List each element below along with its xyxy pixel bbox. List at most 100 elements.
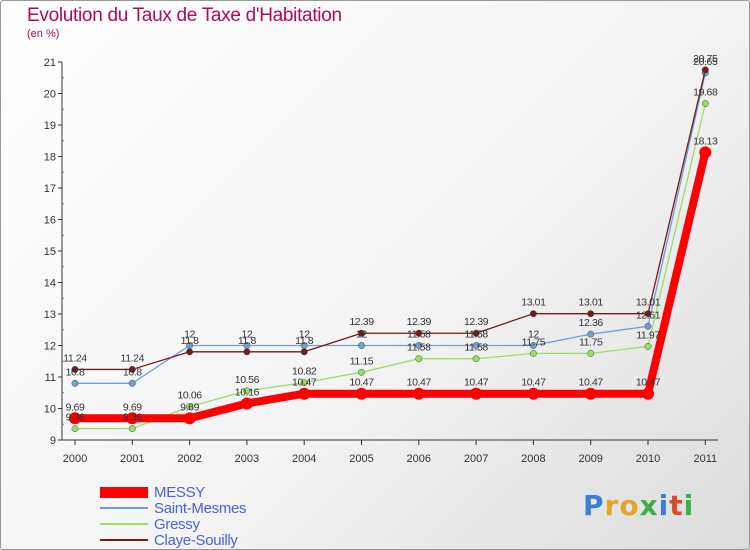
data-point-claye-souilly: [128, 365, 136, 373]
data-label: 11.75: [579, 336, 603, 348]
data-label: 11.58: [407, 342, 431, 354]
logo-letter: i: [658, 489, 670, 522]
x-tick-label: 2011: [693, 453, 717, 465]
data-label: 10.47: [579, 377, 604, 389]
legend-label: Claye-Souilly: [154, 531, 238, 549]
data-label: 13.01: [636, 297, 661, 309]
legend-item-saint-mesmes: Saint-Mesmes: [100, 499, 247, 517]
data-point-messy: [527, 387, 540, 400]
y-tick-label: 16: [44, 215, 56, 227]
data-point-messy: [240, 397, 253, 410]
data-label: 10.82: [292, 366, 317, 378]
logo-letter: x: [639, 489, 659, 522]
data-point-messy: [699, 146, 712, 159]
data-label: 11.8: [295, 335, 314, 347]
data-label: 10.56: [235, 374, 260, 386]
legend-label: Saint-Mesmes: [154, 499, 247, 517]
data-label: 11.24: [121, 352, 145, 364]
data-label: 10.06: [177, 390, 202, 402]
data-point-messy: [69, 412, 81, 425]
logo-letter: i: [683, 489, 695, 522]
data-point-claye-souilly: [472, 329, 480, 337]
data-label: 9.69: [180, 401, 199, 413]
series-line-messy: [75, 151, 710, 423]
data-point-claye-souilly: [701, 66, 709, 74]
y-tick-label: 12: [44, 341, 56, 353]
legend-swatch: [100, 507, 148, 509]
series-line-claye-souilly: [75, 69, 706, 371]
data-point-gressy: [128, 425, 136, 433]
data-label: 9.69: [123, 401, 142, 413]
legend-item-gressy: Gressy: [100, 516, 200, 533]
data-label: 11.15: [350, 355, 374, 367]
data-label: 10.47: [464, 377, 489, 389]
data-point-gressy: [358, 368, 365, 376]
x-tick-label: 2006: [407, 453, 431, 465]
data-label: 11.97: [636, 329, 660, 341]
data-label: 13.01: [521, 297, 546, 309]
data-label: 13.01: [579, 297, 604, 309]
x-tick-label: 2001: [120, 453, 144, 465]
data-label: 19.68: [693, 87, 718, 99]
data-point-gressy: [71, 425, 79, 433]
data-label: 10.47: [292, 377, 317, 389]
data-label: 11.8: [181, 335, 200, 347]
data-label: 9.69: [66, 401, 85, 413]
y-tick-label: 17: [44, 183, 56, 195]
data-point-gressy: [529, 349, 537, 357]
y-tick-label: 10: [44, 404, 56, 416]
data-point-gressy: [186, 403, 194, 411]
data-point-gressy: [587, 349, 595, 357]
data-point-claye-souilly: [186, 348, 194, 356]
data-point-saint-mesmes: [644, 322, 652, 330]
x-tick-label: 2000: [63, 453, 87, 465]
y-tick-label: 15: [44, 246, 56, 258]
data-point-messy: [126, 412, 139, 425]
data-point-gressy: [701, 100, 709, 108]
data-label: 12.61: [636, 309, 661, 321]
legend-label: MESSY: [154, 483, 206, 501]
legend-item-messy: MESSY: [100, 483, 206, 501]
data-point-messy: [412, 387, 425, 400]
data-label: 11.75: [522, 336, 546, 348]
data-label: 12.36: [579, 317, 604, 329]
y-tick-label: 9: [50, 435, 56, 447]
data-point-claye-souilly: [71, 365, 79, 373]
data-label: 12.39: [464, 316, 489, 328]
x-tick-label: 2005: [349, 453, 373, 465]
x-tick-label: 2004: [292, 453, 316, 465]
data-label: 10.47: [349, 377, 374, 389]
data-label: 11.24: [63, 352, 87, 364]
data-label: 12: [241, 329, 252, 341]
y-tick-label: 11: [45, 372, 56, 384]
x-tick-label: 2002: [177, 453, 201, 465]
logo-letter: t: [669, 489, 684, 522]
data-point-claye-souilly: [415, 329, 423, 337]
series-line-saint-mesmes: [75, 72, 706, 384]
legend-item-claye-souilly: Claye-Souilly: [100, 531, 238, 549]
x-tick-label: 2008: [521, 453, 545, 465]
data-label: 11.58: [407, 329, 431, 341]
unit-label: (en %): [27, 28, 60, 40]
data-point-saint-mesmes: [587, 330, 595, 338]
data-point-gressy: [300, 379, 308, 387]
data-label: 11.8: [238, 335, 257, 347]
x-tick-label: 2007: [464, 453, 488, 465]
data-label: 12.39: [407, 316, 432, 328]
data-point-gressy: [243, 387, 251, 395]
data-point-claye-souilly: [300, 348, 308, 356]
series-line-gressy: [75, 103, 706, 430]
data-point-saint-mesmes: [71, 379, 79, 387]
proxiti-logo: Proxiti: [583, 489, 694, 522]
legend-swatch: [100, 539, 148, 541]
data-label: 20.75: [693, 53, 718, 65]
y-tick-label: 20: [44, 89, 56, 101]
data-label: 9.36: [123, 412, 142, 424]
data-point-claye-souilly: [358, 329, 365, 337]
data-point-saint-mesmes: [529, 342, 537, 349]
data-label: 9.36: [66, 412, 85, 424]
data-point-messy: [584, 387, 597, 400]
legend-swatch: [100, 523, 148, 525]
data-point-messy: [642, 387, 654, 400]
